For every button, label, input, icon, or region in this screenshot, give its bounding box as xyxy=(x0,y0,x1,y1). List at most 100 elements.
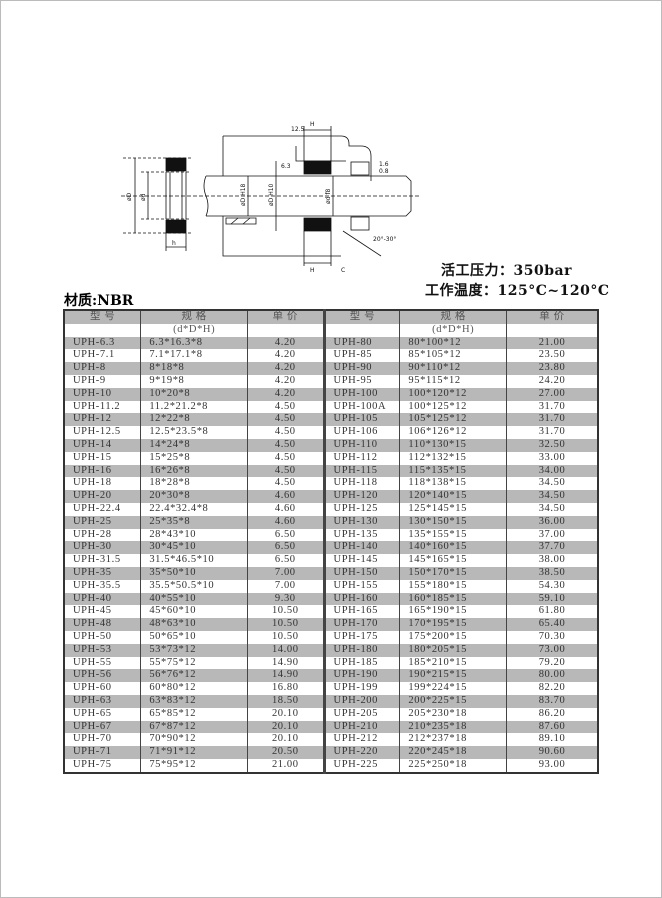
cell-model: UPH-11.2 xyxy=(63,400,142,414)
cell-price: 4.50 xyxy=(247,426,325,439)
table-row: UPH-18 18*28*8 4.50 UPH-118 118*138*15 34.50 xyxy=(63,477,599,491)
cell-model: UPH-190 xyxy=(322,669,401,683)
cell-model: UPH-100A xyxy=(322,400,401,414)
cell-spec: 45*60*10 xyxy=(140,605,248,619)
label-angle: 20°-30° xyxy=(373,236,396,243)
cell-model: UPH-85 xyxy=(322,349,401,363)
cell-spec: 25*35*8 xyxy=(140,515,248,529)
cell-spec: 28*43*10 xyxy=(140,528,248,542)
table-row: UPH-40 40*55*10 9.30 UPH-160 160*185*15 59.10 xyxy=(63,592,599,606)
cell-price: 65.40 xyxy=(506,618,599,631)
material-label: 材质:NBR xyxy=(64,293,134,309)
cell-spec: 6.3*16.3*8 xyxy=(140,336,248,350)
cell-price: 4.60 xyxy=(247,490,325,503)
cell-spec: 210*235*18 xyxy=(399,720,508,734)
header-price: 单 价 xyxy=(247,310,325,324)
cell-model: UPH-15 xyxy=(63,451,142,465)
cell-spec: 155*180*15 xyxy=(399,579,508,593)
cell-model: UPH-115 xyxy=(322,464,401,478)
cell-spec: 31.5*46.5*10 xyxy=(140,554,248,567)
table-row: UPH-12.5 12.5*23.5*8 4.50 UPH-106 106*126*12… xyxy=(63,426,599,439)
cell-spec: 85*105*12 xyxy=(399,349,508,363)
cell-price: 93.00 xyxy=(506,758,599,773)
cell-spec: 35*50*10 xyxy=(140,566,248,580)
table-row: UPH-56 56*76*12 14.90 UPH-190 190*215*15 80.0… xyxy=(63,669,599,683)
cell-model: UPH-20 xyxy=(63,490,142,503)
cell-price: 14.90 xyxy=(247,669,325,683)
cell-spec: 16*26*8 xyxy=(140,464,248,478)
cell-model: UPH-14 xyxy=(63,438,142,452)
table-row: UPH-50 50*65*10 10.50 UPH-175 175*200*15 70.3… xyxy=(63,630,599,644)
cell-model: UPH-175 xyxy=(322,630,401,644)
cell-model: UPH-71 xyxy=(63,746,142,759)
header-model: 型 号 xyxy=(322,310,401,324)
cell-spec: 100*120*12 xyxy=(399,387,508,401)
cell-spec: 14*24*8 xyxy=(140,438,248,452)
table-row: UPH-8 8*18*8 4.20 UPH-90 90*110*12 23.80 xyxy=(63,362,599,375)
table-row: UPH-67 67*87*12 20.10 UPH-210 210*235*18 87.6… xyxy=(63,720,599,734)
header-model: 型 号 xyxy=(63,310,142,324)
cell-price: 83.70 xyxy=(506,694,599,708)
cell-price: 4.50 xyxy=(247,400,325,414)
cell-spec: 199*224*15 xyxy=(399,682,508,695)
table-row: UPH-28 28*43*10 6.50 UPH-135 135*155*15 37.00 xyxy=(63,528,599,542)
cell-model: UPH-35 xyxy=(63,566,142,580)
subheader-cell: (d*D*H) xyxy=(399,323,508,337)
subheader-row: (d*D*H) (d*D*H) xyxy=(63,323,599,337)
cell-price: 4.20 xyxy=(247,362,325,375)
cell-spec: 145*165*15 xyxy=(399,554,508,567)
cell-model: UPH-35.5 xyxy=(63,579,142,593)
cell-price: 4.50 xyxy=(247,451,325,465)
cell-model: UPH-135 xyxy=(322,528,401,542)
cell-price: 21.00 xyxy=(247,758,325,773)
cell-model: UPH-106 xyxy=(322,426,401,439)
cell-price: 21.00 xyxy=(506,336,599,350)
cell-spec: 160*185*15 xyxy=(399,592,508,606)
cell-price: 4.20 xyxy=(247,387,325,401)
cell-price: 89.10 xyxy=(506,733,599,747)
table-row: UPH-45 45*60*10 10.50 UPH-165 165*190*15 61.8… xyxy=(63,605,599,619)
header-row: 型 号规 格单 价型 号规 格单 价 xyxy=(63,310,599,324)
cell-price: 86.20 xyxy=(506,707,599,721)
subheader-cell xyxy=(322,323,401,337)
cell-spec: 67*87*12 xyxy=(140,720,248,734)
cell-spec: 70*90*12 xyxy=(140,733,248,747)
cell-model: UPH-112 xyxy=(322,451,401,465)
table-row: UPH-65 65*85*12 20.10 UPH-205 205*230*18 86.2… xyxy=(63,707,599,721)
cell-price: 31.70 xyxy=(506,426,599,439)
cell-model: UPH-205 xyxy=(322,707,401,721)
table-row: UPH-12 12*22*8 4.50 UPH-105 105*125*12 31.70 xyxy=(63,413,599,427)
cell-spec: 115*135*15 xyxy=(399,464,508,478)
cell-spec: 48*63*10 xyxy=(140,618,248,631)
cell-price: 7.00 xyxy=(247,566,325,580)
cell-spec: 170*195*15 xyxy=(399,618,508,631)
cell-price: 27.00 xyxy=(506,387,599,401)
cell-price: 31.70 xyxy=(506,400,599,414)
cell-model: UPH-65 xyxy=(63,707,142,721)
label-r4: 0.8 xyxy=(379,168,389,175)
cell-model: UPH-220 xyxy=(322,746,401,759)
cell-price: 33.00 xyxy=(506,451,599,465)
cell-model: UPH-63 xyxy=(63,694,142,708)
cell-spec: 50*65*10 xyxy=(140,630,248,644)
cell-model: UPH-110 xyxy=(322,438,401,452)
cell-spec: 22.4*32.4*8 xyxy=(140,502,248,516)
cell-model: UPH-6.3 xyxy=(63,336,142,350)
cell-price: 10.50 xyxy=(247,630,325,644)
cell-model: UPH-10 xyxy=(63,387,142,401)
cell-model: UPH-7.1 xyxy=(63,349,142,363)
table-row: UPH-30 30*45*10 6.50 UPH-140 140*160*15 37.70 xyxy=(63,541,599,555)
cell-model: UPH-75 xyxy=(63,758,142,773)
cell-model: UPH-70 xyxy=(63,733,142,747)
cell-model: UPH-199 xyxy=(322,682,401,695)
cell-spec: 212*237*18 xyxy=(399,733,508,747)
cell-spec: 30*45*10 xyxy=(140,541,248,555)
cell-model: UPH-28 xyxy=(63,528,142,542)
cell-model: UPH-155 xyxy=(322,579,401,593)
cell-price: 61.80 xyxy=(506,605,599,619)
cell-price: 4.60 xyxy=(247,502,325,516)
cell-model: UPH-225 xyxy=(322,758,401,773)
cell-model: UPH-80 xyxy=(322,336,401,350)
cell-model: UPH-165 xyxy=(322,605,401,619)
cell-price: 20.50 xyxy=(247,746,325,759)
